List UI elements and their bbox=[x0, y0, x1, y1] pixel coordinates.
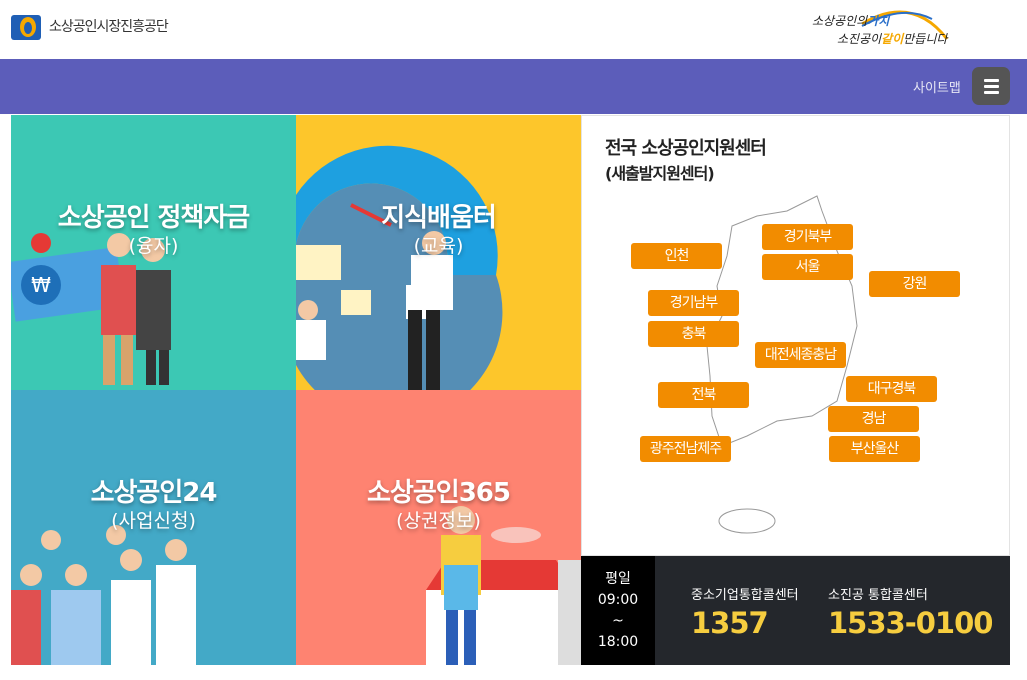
slogan-text: 만듭니다 bbox=[903, 32, 948, 46]
tile-title: 소상공인365 bbox=[367, 478, 511, 508]
org-name: 소상공인시장진흥공단 bbox=[49, 19, 169, 35]
tile-sosang24[interactable]: 소상공인24 (사업신청) bbox=[11, 390, 296, 665]
region-gangwon[interactable]: 강원 bbox=[869, 271, 960, 297]
sosang365-illustration-icon bbox=[426, 506, 581, 665]
sosang24-illustration-icon bbox=[11, 525, 196, 665]
tile-subtitle: (사업신청) bbox=[111, 510, 196, 532]
region-incheon[interactable]: 인천 bbox=[631, 243, 722, 269]
slogan-text: 소상공인의 bbox=[812, 14, 868, 28]
hamburger-icon bbox=[983, 78, 999, 82]
call-center-number[interactable]: 1533-0100 bbox=[828, 606, 993, 640]
call-center-bar: 평일 09:00 ~ 18:00 중소기업통합콜센터 1357 소진공 통합콜센… bbox=[581, 556, 1010, 665]
call-center-label: 소진공 통합콜센터 bbox=[828, 588, 928, 603]
org-logo-icon bbox=[11, 15, 41, 40]
region-busan-ulsan[interactable]: 부산울산 bbox=[829, 436, 920, 462]
hours-day: 평일 bbox=[605, 571, 631, 587]
centers-subtitle: (새출발지원센터) bbox=[605, 164, 715, 183]
slogan-accent: 가치 bbox=[867, 14, 890, 28]
tile-subtitle: (상권정보) bbox=[396, 510, 481, 532]
slogan: 소상공인의가치 소진공이같이만듭니다 bbox=[812, 4, 952, 48]
org-logo[interactable]: 소상공인시장진흥공단 bbox=[11, 12, 169, 40]
hours-open: 09:00 bbox=[597, 592, 639, 608]
slogan-accent: 같이 bbox=[881, 32, 904, 46]
region-gyeongnam[interactable]: 경남 bbox=[828, 406, 919, 432]
operating-hours: 평일 09:00 ~ 18:00 bbox=[581, 556, 655, 665]
region-jeonbuk[interactable]: 전북 bbox=[658, 382, 749, 408]
slogan-arc-icon bbox=[861, 10, 949, 40]
svg-text:₩: ₩ bbox=[31, 273, 51, 297]
tile-subtitle: (융자) bbox=[128, 235, 179, 257]
tile-sosang365[interactable]: 소상공인365 (상권정보) bbox=[296, 390, 581, 665]
hours-separator: ~ bbox=[612, 613, 624, 629]
nav-bar: 사이트맵 bbox=[0, 59, 1027, 114]
policy-fund-illustration-icon: ₩ bbox=[11, 233, 171, 385]
hours-close: 18:00 bbox=[597, 634, 639, 650]
region-gyeonggi-south[interactable]: 경기남부 bbox=[648, 290, 739, 316]
tile-learning[interactable]: 지식배움터 (교육) bbox=[296, 115, 581, 390]
tile-title: 소상공인 정책자금 bbox=[57, 203, 250, 233]
tile-title: 지식배움터 bbox=[381, 203, 497, 233]
sitemap-link[interactable]: 사이트맵 bbox=[913, 81, 961, 96]
menu-button[interactable] bbox=[972, 67, 1010, 105]
region-gwangju-jeonnam-jeju[interactable]: 광주전남제주 bbox=[640, 436, 731, 462]
call-center-label: 중소기업통합콜센터 bbox=[691, 588, 799, 603]
tile-title: 소상공인24 bbox=[90, 478, 218, 508]
region-daegu-gyeongbuk[interactable]: 대구경북 bbox=[846, 376, 937, 402]
hamburger-icon-line bbox=[983, 90, 999, 94]
support-centers-panel: 전국 소상공인지원센터 (새출발지원센터) bbox=[581, 115, 1010, 556]
hamburger-icon-line bbox=[983, 84, 999, 88]
korea-map-icon bbox=[706, 195, 858, 534]
header: 소상공인시장진흥공단 소상공인의가치 소진공이같이만듭니다 bbox=[0, 0, 1027, 59]
call-center-number[interactable]: 1357 bbox=[691, 606, 769, 640]
region-chungbuk[interactable]: 충북 bbox=[648, 321, 739, 347]
centers-title: 전국 소상공인지원센터 bbox=[605, 138, 767, 159]
learning-illustration-icon bbox=[296, 145, 503, 390]
region-seoul[interactable]: 서울 bbox=[762, 254, 853, 280]
tile-subtitle: (교육) bbox=[413, 235, 464, 257]
slogan-text: 소진공이 bbox=[837, 32, 882, 46]
tile-policy-fund[interactable]: ₩ 소상공인 정책자금 (융자) bbox=[11, 115, 296, 390]
region-daejeon-sejong-chungnam[interactable]: 대전세종충남 bbox=[755, 342, 846, 368]
region-gyeonggi-north[interactable]: 경기북부 bbox=[762, 224, 853, 250]
